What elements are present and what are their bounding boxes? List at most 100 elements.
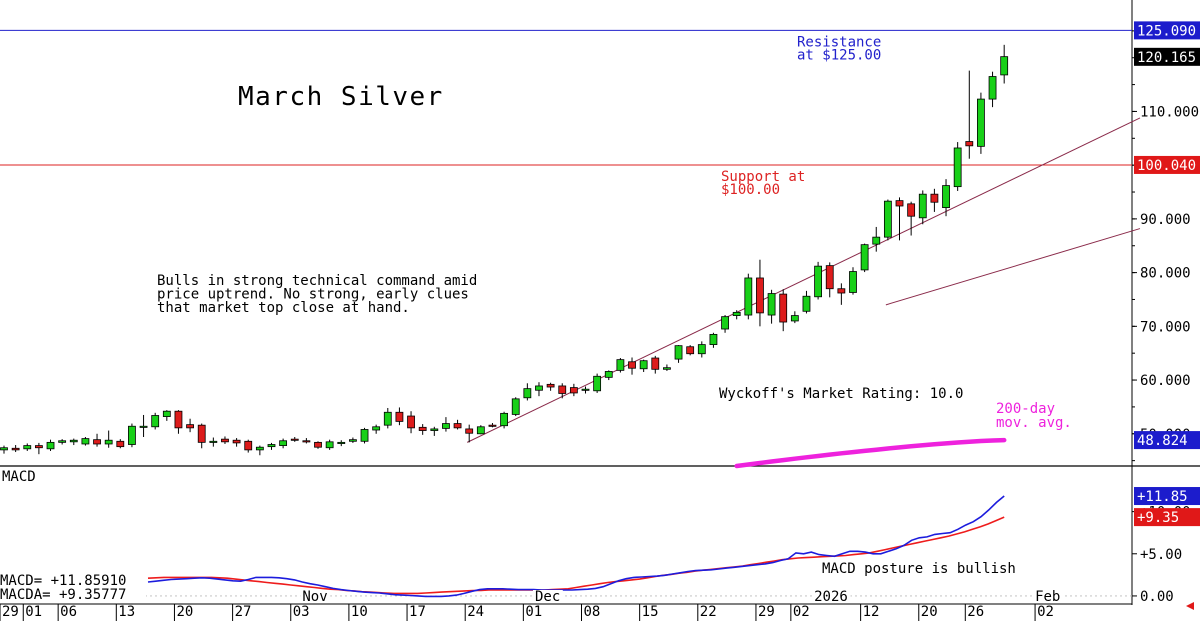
candle [418,424,427,435]
candle-body [756,277,764,314]
candle-body [569,387,578,394]
candle [314,441,322,449]
candle [395,407,404,426]
candle [442,417,450,432]
candle-body [151,415,160,428]
candle-body [535,385,543,391]
candle [81,436,90,446]
candle-body [93,439,101,445]
day-label: 08 [584,604,601,620]
candle-body [895,200,904,207]
candle-body [255,446,264,451]
candle [965,70,974,159]
candle-body [639,360,648,370]
candle-body [209,440,218,443]
candle [244,439,253,453]
candle-body [930,193,939,203]
macd-signal-line [147,516,1005,595]
candle-body [604,371,613,378]
candle [186,418,194,433]
candle [593,373,602,393]
candle [732,310,741,320]
scroll-arrow-icon [1186,602,1194,610]
candle-body [825,265,834,290]
day-label: 22 [700,604,717,620]
candle-body [442,423,450,429]
candle [895,197,904,241]
candle [988,71,997,108]
macd-comment: MACD posture is bullish [822,561,1016,577]
day-label: 01 [25,604,42,620]
candle-body [81,438,90,445]
candle-body [546,383,555,388]
candle-body [197,424,206,443]
candle-body [279,440,288,446]
candle-body [162,410,171,417]
candle-body [139,425,148,428]
candle [476,425,485,435]
candle-body [23,445,32,450]
macd-readout-box [0,571,146,603]
candle [977,92,985,154]
candle-body [686,346,695,355]
candle [837,283,846,305]
candle-body [34,445,43,449]
price-tick-label: 80.000 [1140,266,1191,282]
candle [628,357,636,375]
candle [209,437,218,447]
day-label: 20 [921,604,938,620]
candle-body [802,295,811,312]
candle-body [732,311,741,316]
candle-body [104,439,113,445]
day-label: 02 [793,604,810,620]
candle [674,345,683,363]
candle-body [779,293,788,323]
candle-body [11,447,20,451]
candle-body [977,98,985,147]
price-badge-label: 125.090 [1137,23,1196,39]
macd-badge [1134,508,1200,527]
candle-body [523,388,532,399]
candle-body [651,357,660,370]
candle [23,443,32,451]
price-badge-label: 100.040 [1137,158,1196,174]
price-badge-label: 120.165 [1137,50,1196,66]
candle [883,199,892,241]
candle-body [872,236,881,245]
candle [465,424,474,443]
month-label-bg [1033,590,1063,603]
candle [337,440,346,447]
candle-body [674,345,683,360]
price-tick-label: 110.000 [1140,104,1199,120]
candle-body [907,203,916,217]
candle [325,439,334,450]
price-badge [1134,47,1200,66]
candle-body [244,440,253,451]
day-label: 24 [467,604,484,620]
candle [756,259,764,327]
month-label: Nov [302,589,327,605]
candle [604,370,613,381]
candle-body [46,441,55,450]
candle [221,436,229,444]
day-label: 06 [60,604,77,620]
candle-body [988,76,997,100]
candle [663,364,671,371]
candle-body [360,429,369,442]
support-label: $100.00 [721,182,780,198]
candle [779,289,788,332]
macd-panel-label: MACD [2,469,36,485]
day-label: 29 [2,604,19,620]
candle-body [302,440,311,443]
candle-body [511,398,520,415]
day-label: 20 [176,604,193,620]
candle [1000,44,1009,84]
day-label: 13 [118,604,135,620]
trendline [885,228,1141,306]
candle [348,437,357,443]
candle [162,410,171,421]
candle [11,445,20,453]
price-badge [1134,21,1200,40]
